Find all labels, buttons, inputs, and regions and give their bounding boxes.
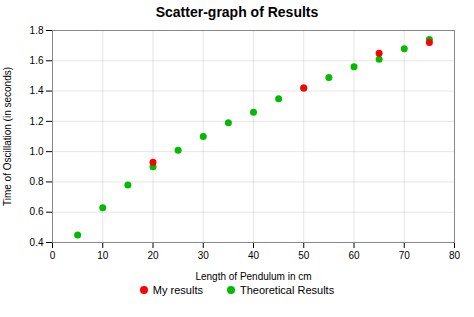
svg-text:1.8: 1.8 — [30, 25, 44, 36]
svg-text:Time of Oscillation (in second: Time of Oscillation (in seconds) — [2, 67, 13, 206]
svg-text:0: 0 — [50, 250, 56, 261]
svg-text:40: 40 — [248, 250, 260, 261]
svg-text:70: 70 — [399, 250, 411, 261]
svg-text:60: 60 — [348, 250, 360, 261]
svg-text:1.6: 1.6 — [30, 55, 44, 66]
svg-text:0.8: 0.8 — [30, 176, 44, 187]
svg-text:1.4: 1.4 — [30, 85, 44, 96]
svg-text:10: 10 — [97, 250, 109, 261]
svg-text:1.2: 1.2 — [30, 116, 44, 127]
svg-text:50: 50 — [298, 250, 310, 261]
svg-text:Length of Pendulum in cm: Length of Pendulum in cm — [195, 271, 311, 282]
html-text:Theoretical Results: Theoretical Results — [240, 284, 335, 296]
svg-text:80: 80 — [449, 250, 461, 261]
svg-text:0.4: 0.4 — [30, 237, 44, 248]
html-text:Scatter-graph of Results: Scatter-graph of Results — [155, 4, 319, 20]
svg-text:30: 30 — [198, 250, 210, 261]
html-text:My results: My results — [152, 284, 203, 296]
svg-text:20: 20 — [147, 250, 159, 261]
svg-text:0.6: 0.6 — [30, 206, 44, 217]
svg-text:1.0: 1.0 — [30, 146, 44, 157]
